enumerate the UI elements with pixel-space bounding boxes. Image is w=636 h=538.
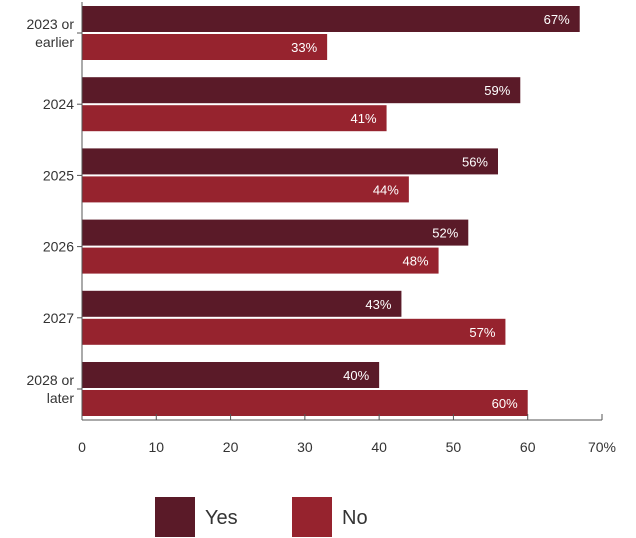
x-tick-label-6: 60 bbox=[520, 439, 536, 455]
bar-yes-3 bbox=[82, 219, 469, 246]
bar-yes-4 bbox=[82, 290, 402, 317]
bar-no-3 bbox=[82, 247, 439, 274]
x-tick-label-0: 0 bbox=[78, 439, 86, 455]
bar-yes-2 bbox=[82, 148, 498, 175]
data-label-no-3: 48% bbox=[403, 254, 429, 269]
category-label-0: 2023 or earlier bbox=[27, 16, 75, 50]
legend: Yes No bbox=[155, 497, 368, 537]
x-tick-label-4: 40 bbox=[371, 439, 387, 455]
x-tick-label-3: 30 bbox=[297, 439, 313, 455]
x-tick-label-1: 10 bbox=[148, 439, 164, 455]
bar-no-1 bbox=[82, 105, 387, 132]
data-label-no-0: 33% bbox=[291, 40, 317, 55]
data-label-yes-1: 59% bbox=[484, 83, 510, 98]
bar-yes-5 bbox=[82, 362, 380, 388]
bar-no-0 bbox=[82, 34, 328, 60]
x-tick-label-2: 20 bbox=[223, 439, 239, 455]
bars-layer: 67% 33% 59% 41% 56% 44% 52%48% 43% 57% 40% 60% bbox=[82, 6, 580, 416]
category-label-1: 2024 bbox=[43, 96, 74, 112]
category-label-2: 2025 bbox=[43, 167, 74, 183]
legend-label-yes: Yes bbox=[205, 507, 238, 529]
bar-yes-0 bbox=[82, 6, 580, 32]
bar-yes-1 bbox=[82, 77, 521, 104]
axis-layer: 2023 or earlier 2024 2025 2026 2027 2028 or lat… bbox=[27, 2, 616, 455]
data-label-yes-4: 43% bbox=[365, 297, 391, 312]
data-label-no-4: 57% bbox=[469, 325, 495, 340]
bar-no-5 bbox=[82, 390, 528, 416]
data-label-no-5: 60% bbox=[492, 396, 518, 411]
legend-swatch-no bbox=[292, 497, 332, 537]
category-label-4: 2027 bbox=[43, 310, 74, 326]
bar-no-4 bbox=[82, 318, 506, 345]
x-tick-label-7: 70% bbox=[588, 439, 616, 455]
category-label-5: 2028 or later bbox=[27, 372, 75, 406]
data-label-no-1: 41% bbox=[351, 111, 377, 126]
x-tick-label-5: 50 bbox=[446, 439, 462, 455]
bar-no-2 bbox=[82, 176, 409, 203]
legend-swatch-yes bbox=[155, 497, 195, 537]
legend-label-no: No bbox=[342, 507, 368, 529]
data-label-yes-2: 56% bbox=[462, 154, 488, 169]
data-label-no-2: 44% bbox=[373, 182, 399, 197]
data-label-yes-5: 40% bbox=[343, 368, 369, 383]
data-label-yes-3: 52% bbox=[432, 226, 458, 241]
category-label-3: 2026 bbox=[43, 239, 74, 255]
data-label-yes-0: 67% bbox=[544, 12, 570, 27]
